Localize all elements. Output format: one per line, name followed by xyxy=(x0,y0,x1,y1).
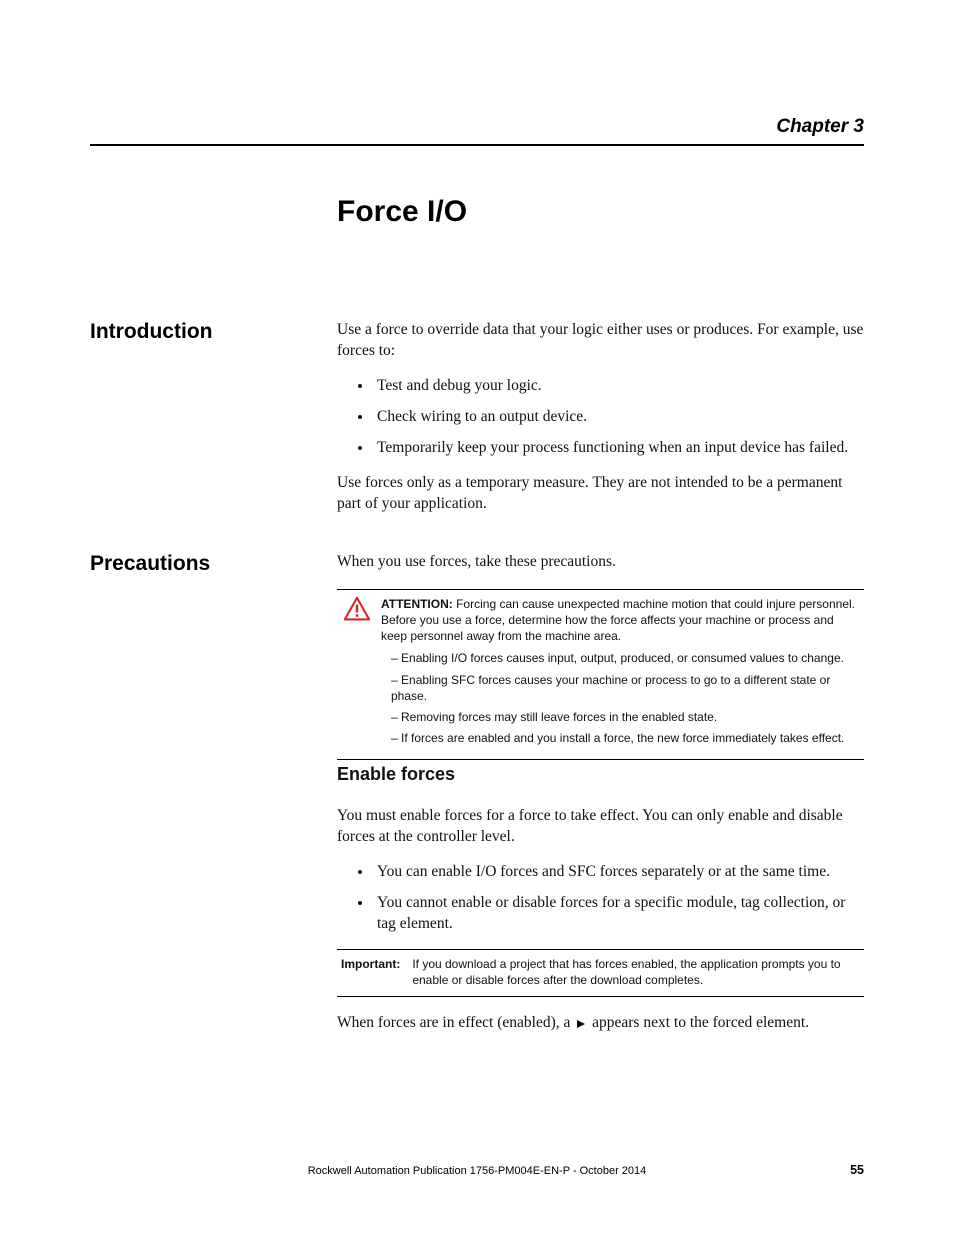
enable-forces-closing: When forces are in effect (enabled), a a… xyxy=(337,1013,864,1034)
header-rule xyxy=(90,144,864,146)
attention-item: If forces are enabled and you install a … xyxy=(391,730,858,746)
introduction-bullet: Check wiring to an output device. xyxy=(373,407,864,428)
introduction-para-1: Use a force to override data that your l… xyxy=(337,320,864,362)
attention-text: Forcing can cause unexpected machine mot… xyxy=(381,597,855,643)
precautions-body: When you use forces, take these precauti… xyxy=(337,552,864,760)
closing-after: appears next to the forced element. xyxy=(592,1014,809,1031)
introduction-para-2: Use forces only as a temporary measure. … xyxy=(337,473,864,515)
attention-label: ATTENTION: xyxy=(381,597,453,611)
introduction-body: Use a force to override data that your l… xyxy=(337,320,864,514)
footer: Rockwell Automation Publication 1756-PM0… xyxy=(90,1165,864,1177)
enable-forces-bullets: You can enable I/O forces and SFC forces… xyxy=(373,862,864,935)
section-heading-precautions-wrap: Precautions xyxy=(90,552,320,576)
page: Chapter 3 Force I/O Introduction Use a f… xyxy=(0,0,954,1235)
footer-publication: Rockwell Automation Publication 1756-PM0… xyxy=(90,1165,864,1177)
important-text: If you download a project that has force… xyxy=(412,956,860,988)
chapter-title: Force I/O xyxy=(337,195,467,229)
attention-item: Removing forces may still leave forces i… xyxy=(391,709,858,725)
footer-page-number: 55 xyxy=(850,1163,864,1177)
important-box: Important: If you download a project tha… xyxy=(337,949,864,997)
important-label: Important: xyxy=(341,956,400,988)
enable-forces-para-1: You must enable forces for a force to ta… xyxy=(337,806,864,848)
section-heading-introduction-wrap: Introduction xyxy=(90,320,320,344)
attention-item: Enabling SFC forces causes your machine … xyxy=(391,672,858,704)
subsection-heading-enable-forces: Enable forces xyxy=(337,762,864,786)
enable-forces-bullet: You cannot enable or disable forces for … xyxy=(373,893,864,935)
introduction-bullet: Test and debug your logic. xyxy=(373,376,864,397)
attention-text-wrap: ATTENTION: Forcing can cause unexpected … xyxy=(381,596,858,752)
closing-before: When forces are in effect (enabled), a xyxy=(337,1014,570,1031)
running-head: Chapter 3 xyxy=(776,116,864,138)
introduction-bullet: Temporarily keep your process functionin… xyxy=(373,438,864,459)
attention-item: Enabling I/O forces causes input, output… xyxy=(391,650,858,666)
attention-icon xyxy=(343,596,371,752)
precautions-intro: When you use forces, take these precauti… xyxy=(337,552,864,573)
enable-forces-bullet: You can enable I/O forces and SFC forces… xyxy=(373,862,864,883)
attention-box: ATTENTION: Forcing can cause unexpected … xyxy=(337,589,864,761)
attention-items: Enabling I/O forces causes input, output… xyxy=(391,650,858,746)
introduction-bullets: Test and debug your logic. Check wiring … xyxy=(373,376,864,459)
triangle-icon xyxy=(577,1020,585,1028)
enable-forces-body: Enable forces You must enable forces for… xyxy=(337,762,864,1034)
section-heading-precautions: Precautions xyxy=(90,552,320,576)
section-heading-introduction: Introduction xyxy=(90,320,320,344)
